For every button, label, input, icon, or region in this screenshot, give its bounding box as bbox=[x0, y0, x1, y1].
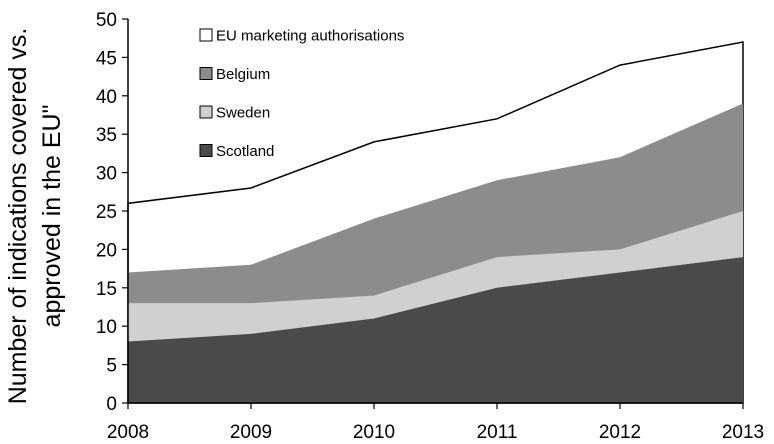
y-tick-label: 30 bbox=[96, 164, 117, 185]
y-tick-label: 15 bbox=[96, 279, 117, 300]
chart-legend: EU marketing authorisations Belgium Sweden… bbox=[199, 28, 404, 160]
y-tick-label: 5 bbox=[106, 356, 117, 377]
legend-label-sweden: Sweden bbox=[216, 105, 270, 122]
legend-label-eu-marketing-authorisations: EU marketing authorisations bbox=[216, 28, 404, 45]
x-tick-label: 2011 bbox=[477, 422, 518, 443]
y-tick-label: 10 bbox=[96, 317, 117, 338]
x-tick-label: 2010 bbox=[353, 422, 395, 443]
y-tick-label: 50 bbox=[96, 10, 117, 31]
y-axis-title-line-1: Number of indications covered vs. bbox=[4, 28, 32, 405]
x-tick-label: 2012 bbox=[599, 422, 641, 443]
y-tick-label: 40 bbox=[96, 87, 117, 108]
y-tick-label: 0 bbox=[106, 394, 117, 415]
legend-swatch-belgium bbox=[199, 67, 213, 80]
y-axis-title: Number of indications covered vs. approve… bbox=[4, 28, 66, 405]
legend-swatch-scotland bbox=[199, 144, 213, 157]
legend-swatch-eu-marketing-authorisations bbox=[199, 28, 213, 42]
y-tick-label: 25 bbox=[96, 202, 117, 223]
chart-areas bbox=[127, 41, 744, 404]
x-tick-label: 2009 bbox=[230, 422, 272, 443]
y-tick-label: 45 bbox=[96, 48, 117, 69]
chart-axes: 0 5 10 15 20 25 30 35 40 45 50 2008 2009 2010 2011 2012… bbox=[96, 10, 764, 443]
legend-label-scotland: Scotland bbox=[216, 143, 274, 160]
area-series-scotland bbox=[128, 257, 743, 403]
x-tick-label: 2008 bbox=[107, 422, 149, 443]
x-tick-label: 2013 bbox=[722, 422, 764, 443]
y-axis-title-line-2: approved in the EU" bbox=[38, 105, 66, 328]
legend-swatch-sweden bbox=[199, 105, 213, 119]
y-tick-label: 20 bbox=[96, 240, 117, 261]
y-tick-label: 35 bbox=[96, 125, 117, 146]
legend-label-belgium: Belgium bbox=[216, 66, 270, 83]
